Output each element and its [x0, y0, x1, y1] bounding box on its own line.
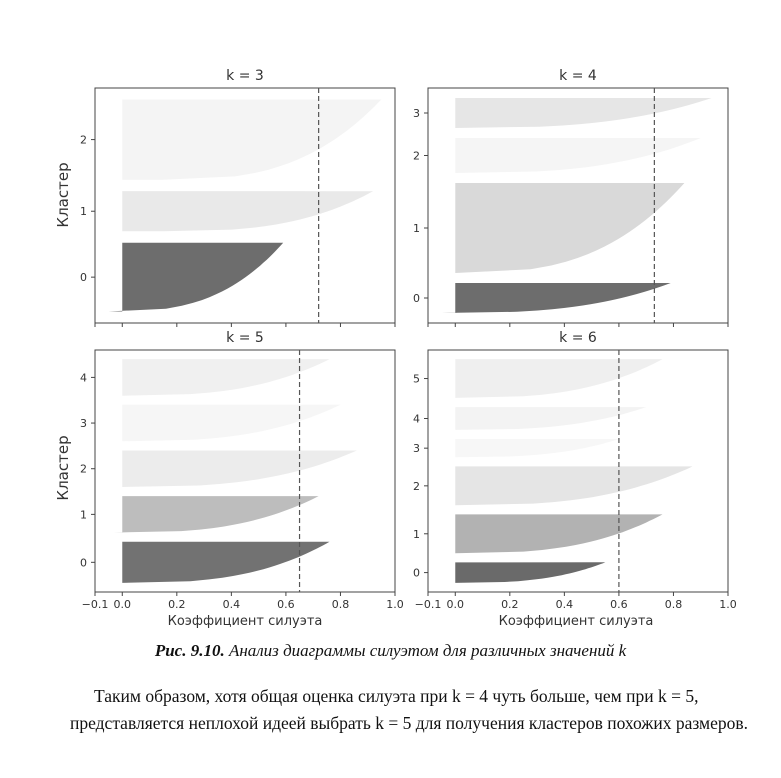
y-tick-label: 3	[413, 442, 420, 455]
x-tick-label: −0.1	[82, 598, 109, 611]
silhouette-cluster-2	[122, 99, 382, 180]
x-tick-label: −0.1	[415, 598, 442, 611]
silhouette-panel: k = 3 0 1 2	[80, 68, 396, 327]
y-tick-label: 4	[413, 412, 420, 425]
silhouette-panel: k = 4 0 1 2 3	[413, 68, 729, 327]
panel-title: k = 3	[226, 68, 264, 84]
x-tick-label: 0.4	[556, 598, 574, 611]
silhouette-cluster-0	[108, 242, 284, 312]
y-tick-label: 2	[413, 480, 420, 493]
y-tick-label: 1	[80, 508, 87, 521]
y-tick-label: 2	[413, 150, 420, 163]
y-tick-label: 4	[80, 371, 87, 384]
silhouette-cluster-4	[122, 359, 330, 396]
x-tick-label: 0.8	[332, 598, 350, 611]
x-tick-label: 0.2	[501, 598, 519, 611]
silhouette-cluster-0	[122, 541, 330, 583]
silhouette-cluster-1	[455, 183, 685, 273]
silhouette-cluster-3	[455, 439, 619, 458]
figure-caption-text: Анализ диаграммы силуэтом для различных …	[228, 641, 627, 660]
silhouette-cluster-5	[455, 359, 663, 398]
silhouette-cluster-2	[455, 138, 701, 173]
body-paragraph: Таким образом, хотя общая оценка силуэта…	[70, 686, 749, 733]
silhouette-cluster-1	[455, 514, 663, 554]
y-tick-label: 2	[80, 134, 87, 147]
y-tick-label: 5	[413, 373, 420, 386]
y-tick-label: 0	[413, 292, 420, 305]
y-tick-label: 0	[413, 567, 420, 580]
x-tick-label: 0.4	[223, 598, 241, 611]
silhouette-cluster-3	[455, 98, 712, 128]
y-tick-label: 3	[413, 107, 420, 120]
silhouette-cluster-0	[455, 562, 606, 583]
silhouette-cluster-2	[122, 450, 357, 487]
silhouette-cluster-4	[455, 407, 647, 430]
silhouette-cluster-1	[122, 191, 374, 232]
y-tick-label: 2	[80, 463, 87, 476]
y-tick-label: 0	[80, 271, 87, 284]
silhouette-cluster-0	[441, 283, 671, 313]
x-axis-label-right: Коэффициент силуэта	[499, 614, 654, 629]
x-tick-label: 0.6	[277, 598, 295, 611]
y-axis-label-bottom: Кластер	[54, 435, 72, 500]
silhouette-cluster-3	[122, 404, 341, 442]
x-tick-label: 0.8	[665, 598, 683, 611]
x-tick-label: 1.0	[719, 598, 737, 611]
silhouette-panel: k = 5 0 1 2 3 4 −0.1 0.0 0.2 0.4 0.6 0.8 1.0	[80, 330, 404, 611]
x-tick-label: 0.2	[168, 598, 186, 611]
x-axis-label-left: Коэффициент силуэта	[168, 614, 323, 629]
x-tick-label: 0.0	[114, 598, 132, 611]
x-tick-label: 0.6	[610, 598, 628, 611]
y-axis-label-top: Кластер	[54, 162, 72, 227]
silhouette-figure: k = 3 0 1 2 k = 4 0 1 2 3 k = 5 0 1 2 3 4 −0.1 0.0 0.2 0.4…	[54, 68, 737, 629]
y-tick-label: 3	[80, 417, 87, 430]
panel-title: k = 4	[559, 68, 597, 84]
panel-title: k = 5	[226, 330, 264, 346]
x-tick-label: 1.0	[386, 598, 404, 611]
silhouette-panel: k = 6 0 1 2 3 4 5 −0.1 0.0 0.2 0.4 0.6 0.8 1.0	[413, 330, 737, 611]
panel-title: k = 6	[559, 330, 597, 346]
silhouette-cluster-2	[455, 466, 693, 506]
figure-caption: Рис. 9.10. Анализ диаграммы силуэтом для…	[0, 641, 781, 661]
y-tick-label: 1	[413, 528, 420, 541]
y-tick-label: 0	[80, 556, 87, 569]
silhouette-cluster-1	[114, 496, 319, 533]
y-tick-label: 1	[80, 205, 87, 218]
figure-caption-number: Рис. 9.10.	[154, 641, 225, 660]
x-tick-label: 0.0	[447, 598, 465, 611]
y-tick-label: 1	[413, 222, 420, 235]
